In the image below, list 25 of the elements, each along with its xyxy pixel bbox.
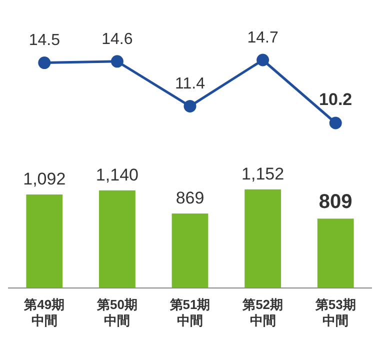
data-label: 11.4 — [175, 76, 206, 93]
bar — [26, 194, 63, 288]
bar — [317, 218, 354, 288]
bar — [99, 190, 136, 288]
point — [38, 56, 51, 70]
x-tick-label: 第53期中間 — [314, 297, 356, 328]
bar — [244, 189, 281, 288]
x-tick-label: 第52期中間 — [242, 297, 284, 328]
data-label: 14.5 — [28, 32, 60, 50]
data-label: 1,152 — [242, 164, 284, 184]
point — [329, 116, 342, 130]
data-label: 809 — [318, 191, 352, 214]
data-label: 10.2 — [319, 90, 352, 110]
point — [110, 55, 124, 68]
data-label: 1,092 — [23, 170, 66, 189]
x-tick-label: 第51期中間 — [168, 297, 210, 328]
point — [184, 100, 196, 112]
bar — [172, 214, 208, 288]
x-tick-label: 第49期中間 — [23, 297, 65, 328]
data-label: 1,140 — [96, 166, 138, 185]
data-label: 14.7 — [247, 29, 278, 46]
data-label: 869 — [176, 188, 204, 208]
point — [256, 54, 270, 66]
x-tick-label: 第50期中間 — [96, 297, 138, 328]
data-label: 14.6 — [102, 30, 133, 48]
